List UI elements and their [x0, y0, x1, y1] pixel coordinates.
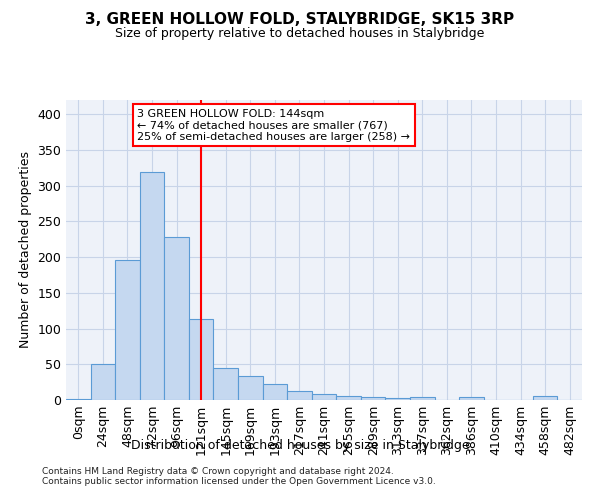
Bar	[336, 396, 361, 400]
Bar	[115, 260, 140, 400]
Text: Distribution of detached houses by size in Stalybridge: Distribution of detached houses by size …	[131, 440, 469, 452]
Text: 3 GREEN HOLLOW FOLD: 144sqm
← 74% of detached houses are smaller (767)
25% of se: 3 GREEN HOLLOW FOLD: 144sqm ← 74% of det…	[137, 108, 410, 142]
Bar	[287, 390, 312, 400]
Text: Size of property relative to detached houses in Stalybridge: Size of property relative to detached ho…	[115, 28, 485, 40]
Bar	[189, 318, 214, 400]
Bar	[533, 396, 557, 400]
Y-axis label: Number of detached properties: Number of detached properties	[19, 152, 32, 348]
Bar	[66, 398, 91, 400]
Bar	[385, 398, 410, 400]
Bar	[312, 394, 336, 400]
Bar	[410, 397, 434, 400]
Bar	[238, 376, 263, 400]
Text: 3, GREEN HOLLOW FOLD, STALYBRIDGE, SK15 3RP: 3, GREEN HOLLOW FOLD, STALYBRIDGE, SK15 …	[85, 12, 515, 28]
Bar	[91, 364, 115, 400]
Bar	[459, 397, 484, 400]
Bar	[140, 172, 164, 400]
Bar	[214, 368, 238, 400]
Text: Contains HM Land Registry data © Crown copyright and database right 2024.: Contains HM Land Registry data © Crown c…	[42, 467, 394, 476]
Bar	[361, 397, 385, 400]
Bar	[164, 237, 189, 400]
Text: Contains public sector information licensed under the Open Government Licence v3: Contains public sector information licen…	[42, 477, 436, 486]
Bar	[263, 384, 287, 400]
